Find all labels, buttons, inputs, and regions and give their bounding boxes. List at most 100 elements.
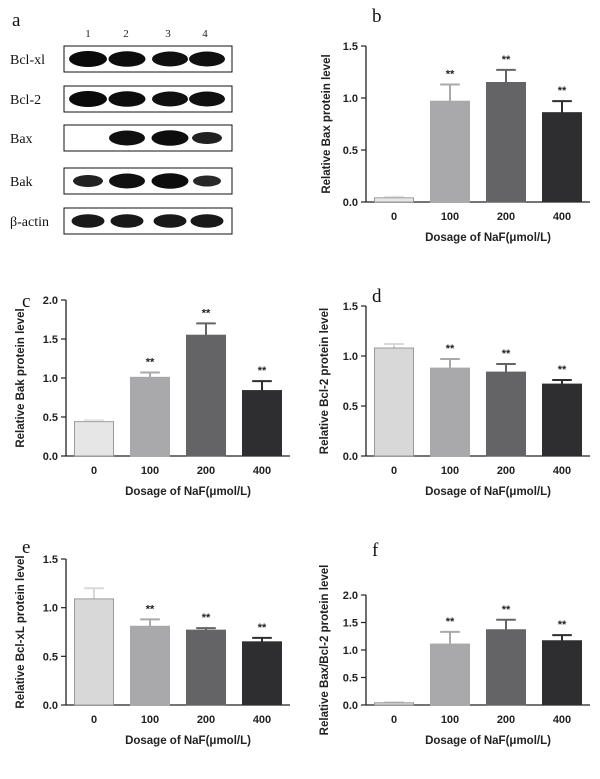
x-tick-label: 0 (391, 465, 397, 477)
x-tick-label: 200 (497, 714, 515, 726)
y-tick-label: 1.5 (43, 334, 58, 346)
y-tick-label: 0.0 (343, 197, 358, 209)
significance-label: ** (502, 54, 511, 66)
x-axis-label: Dosage of NaF(μmol/L) (425, 486, 551, 498)
blot-band (110, 214, 144, 228)
x-tick-label: 100 (141, 714, 159, 726)
significance-label: ** (558, 85, 567, 97)
y-axis-label: Relative Bak protein level (15, 308, 27, 447)
blot-band (152, 51, 188, 67)
significance-label: ** (502, 348, 511, 360)
x-tick-label: 400 (553, 211, 571, 223)
chart-b: b 0.0 0.5 1.0 1.5 Relative Bax protein level D… (321, 6, 590, 244)
x-tick-label: 100 (441, 211, 459, 223)
x-tick-label: 0 (91, 465, 97, 477)
significance-label: ** (146, 603, 155, 615)
y-tick-label: 0.5 (343, 401, 358, 413)
lane-label: 1 (85, 28, 91, 40)
x-tick-label: 400 (253, 714, 271, 726)
x-tick-label: 200 (197, 714, 215, 726)
x-axis-label: Dosage of NaF(μmol/L) (125, 486, 251, 498)
x-tick-label: 0 (391, 211, 397, 223)
y-tick-label: 0.0 (343, 451, 358, 463)
blot-band (71, 214, 105, 228)
panel-label-e: e (22, 537, 30, 558)
significance-label: ** (446, 68, 455, 80)
significance-label: ** (446, 343, 455, 355)
bar (429, 367, 470, 457)
significance-label: ** (558, 619, 567, 631)
blot-band (69, 91, 107, 107)
x-axis-label: Dosage of NaF(μmol/L) (125, 735, 251, 747)
significance-label: ** (146, 357, 155, 369)
significance-label: ** (502, 604, 511, 616)
blot-band (193, 175, 221, 187)
blot-band (153, 214, 187, 228)
y-axis-label: Relative Bcl-xL protein level (15, 555, 27, 708)
chart-e: e 0.0 0.5 1.0 1.5 Relative Bcl-xL protein lev… (15, 537, 290, 747)
bar (241, 641, 282, 706)
lane-label: 4 (202, 28, 208, 40)
panel-label-a: a (12, 10, 21, 31)
x-tick-label: 200 (497, 211, 515, 223)
significance-label: ** (202, 307, 211, 319)
significance-label: ** (258, 365, 267, 377)
blot-row-bak: Bak (10, 167, 233, 195)
blot-band (108, 51, 146, 67)
blot-row-bcl-xl: Bcl-xl (10, 45, 233, 73)
blot-band (190, 214, 224, 228)
chart-c: c 0.0 0.5 1.0 1.5 2.0 Relative Bak protein lev… (15, 291, 290, 498)
x-tick-label: 100 (141, 465, 159, 477)
blot-band (108, 91, 146, 107)
bar (542, 640, 583, 706)
panel-label-d: d (372, 286, 382, 307)
y-tick-label: 1.0 (343, 351, 358, 363)
blot-row-label: Bax (10, 132, 33, 147)
y-tick-label: 1.0 (43, 373, 58, 385)
y-tick-label: 1.0 (343, 93, 358, 105)
lane-label: 3 (165, 28, 171, 40)
blot-band (192, 132, 222, 144)
bar (373, 347, 414, 457)
x-tick-label: 400 (553, 465, 571, 477)
y-tick-label: 0.0 (343, 700, 358, 712)
blot-row-label: Bcl-2 (10, 93, 41, 108)
y-tick-label: 2.0 (43, 295, 58, 307)
chart-d: d 0.0 0.5 1.0 1.5 Relative Bcl-2 protein leve… (319, 286, 590, 498)
y-tick-label: 1.5 (343, 301, 358, 313)
blot-band (152, 91, 188, 107)
x-tick-label: 0 (391, 714, 397, 726)
panel-label-b: b (372, 6, 382, 27)
x-tick-label: 400 (253, 465, 271, 477)
bar (485, 629, 526, 706)
blot-band (69, 51, 107, 67)
blot-band (189, 91, 225, 107)
bar (129, 625, 170, 706)
blot-band (73, 175, 103, 187)
x-tick-label: 400 (553, 714, 571, 726)
y-tick-label: 1.0 (343, 645, 358, 657)
significance-label: ** (446, 616, 455, 628)
blot-band (109, 130, 145, 146)
blot-band (189, 51, 225, 67)
blot-row--actin: β-actin (10, 207, 233, 235)
blot-row-label: β-actin (10, 215, 49, 230)
blot-row-label: Bak (10, 175, 33, 190)
bar (185, 334, 226, 457)
y-axis-label: Relative Bax/Bcl-2 protein level (319, 565, 331, 736)
bar (485, 82, 526, 203)
y-tick-label: 0.5 (343, 145, 358, 157)
y-tick-label: 1.0 (43, 603, 58, 615)
panel-label-f: f (372, 540, 379, 561)
y-tick-label: 1.5 (343, 618, 358, 630)
lane-labels: 1 2 3 4 (85, 28, 208, 40)
blot-row-label: Bcl-xl (10, 53, 45, 68)
blot-rows: Bcl-xl Bcl-2 Bax Bak β-actin (10, 45, 233, 235)
y-tick-label: 0.5 (43, 651, 58, 663)
bar (542, 383, 583, 457)
y-tick-label: 0.5 (43, 412, 58, 424)
bar (185, 629, 226, 706)
bar (129, 376, 170, 457)
y-tick-label: 2.0 (343, 590, 358, 602)
x-tick-label: 100 (441, 714, 459, 726)
